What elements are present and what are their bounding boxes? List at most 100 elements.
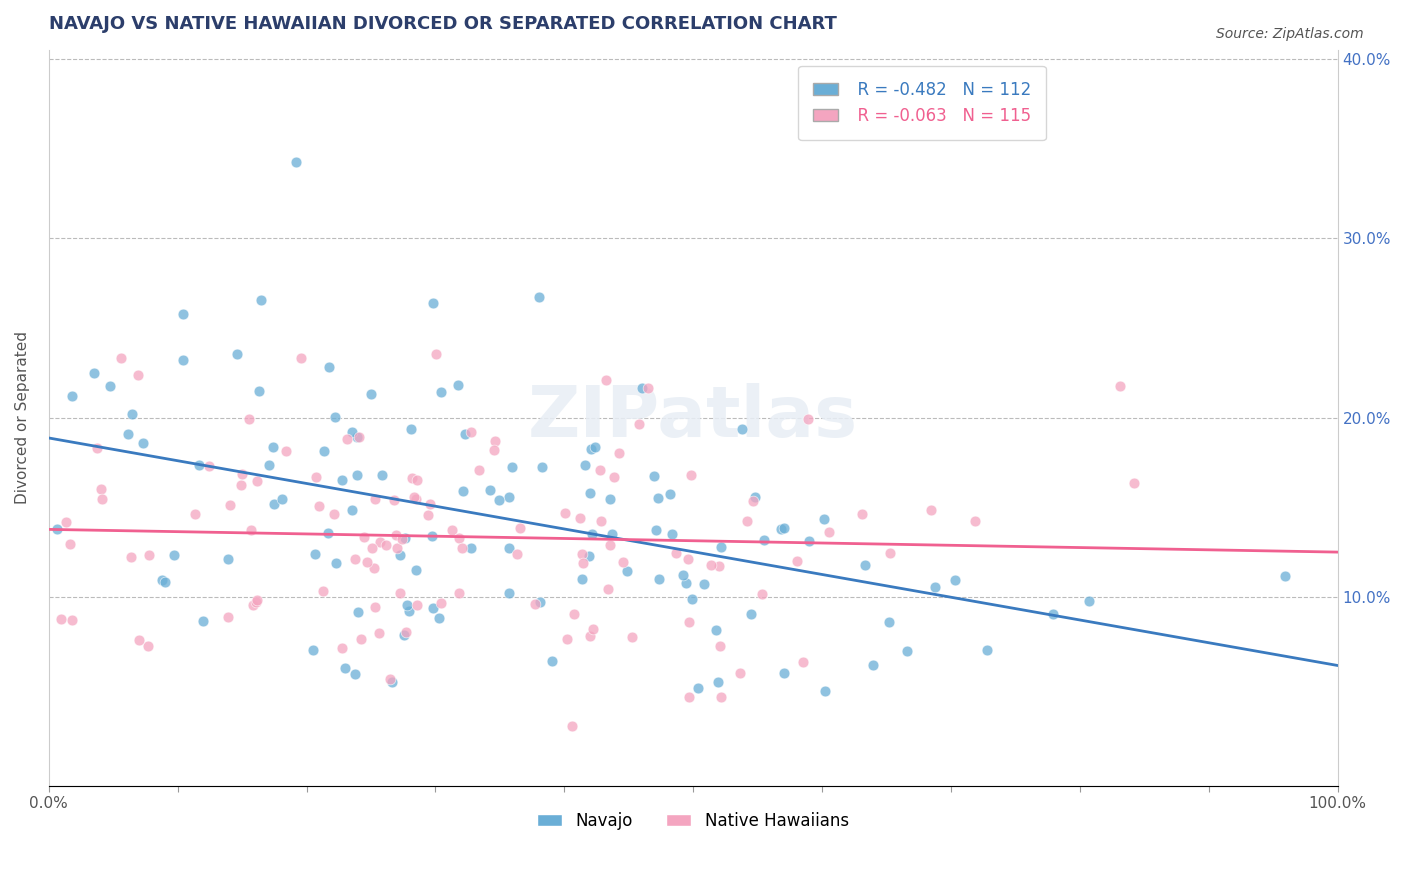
Point xyxy=(347,606,370,620)
Point xyxy=(385,541,408,556)
Point xyxy=(163,548,186,562)
Point xyxy=(60,614,83,628)
Point xyxy=(924,580,946,594)
Point xyxy=(226,347,249,361)
Point xyxy=(363,561,385,575)
Point xyxy=(877,615,900,630)
Point xyxy=(1108,378,1130,392)
Point xyxy=(305,470,328,484)
Point xyxy=(388,548,411,562)
Point xyxy=(49,612,72,626)
Point xyxy=(675,575,697,590)
Point xyxy=(630,381,652,395)
Point xyxy=(896,644,918,658)
Point xyxy=(976,642,998,657)
Point xyxy=(375,538,398,552)
Point xyxy=(312,583,335,598)
Point xyxy=(707,675,730,690)
Point xyxy=(330,473,353,487)
Legend: Navajo, Native Hawaiians: Navajo, Native Hawaiians xyxy=(531,805,856,837)
Point xyxy=(460,541,482,555)
Point xyxy=(572,556,595,570)
Point xyxy=(420,529,443,543)
Point xyxy=(582,622,605,636)
Text: Source: ZipAtlas.com: Source: ZipAtlas.com xyxy=(1216,27,1364,41)
Point xyxy=(132,436,155,450)
Point xyxy=(1123,476,1146,491)
Point xyxy=(110,351,132,366)
Point xyxy=(127,368,149,383)
Point xyxy=(599,491,621,506)
Point xyxy=(120,549,142,564)
Point xyxy=(509,521,531,535)
Point xyxy=(86,441,108,455)
Point xyxy=(308,500,330,514)
Point xyxy=(312,444,335,458)
Point xyxy=(627,417,650,432)
Point xyxy=(1042,607,1064,621)
Point xyxy=(527,290,550,304)
Point xyxy=(678,690,700,704)
Point xyxy=(797,534,820,549)
Point xyxy=(422,600,444,615)
Point xyxy=(879,546,901,560)
Point xyxy=(427,611,450,625)
Point xyxy=(416,508,439,522)
Point xyxy=(661,527,683,541)
Point xyxy=(318,360,340,375)
Point xyxy=(523,597,546,611)
Point xyxy=(589,514,612,528)
Point xyxy=(672,568,695,582)
Point xyxy=(217,552,239,566)
Point xyxy=(346,430,368,444)
Point xyxy=(360,541,382,556)
Point xyxy=(700,558,723,572)
Point xyxy=(318,526,340,541)
Point xyxy=(797,412,820,426)
Point xyxy=(488,493,510,508)
Point xyxy=(136,640,159,654)
Point xyxy=(786,553,808,567)
Point xyxy=(59,537,82,551)
Point xyxy=(659,487,682,501)
Point xyxy=(498,586,520,600)
Point xyxy=(607,446,630,460)
Point xyxy=(1078,593,1101,607)
Point xyxy=(571,547,593,561)
Point xyxy=(603,470,626,484)
Point xyxy=(405,563,427,577)
Point xyxy=(851,507,873,521)
Point xyxy=(710,540,733,554)
Point xyxy=(284,154,307,169)
Point xyxy=(396,599,419,613)
Point xyxy=(368,626,391,640)
Point xyxy=(555,632,578,646)
Point xyxy=(245,474,267,488)
Point xyxy=(740,607,762,621)
Point xyxy=(378,673,401,687)
Point xyxy=(479,483,502,497)
Point xyxy=(451,484,474,499)
Point xyxy=(501,459,523,474)
Point xyxy=(965,514,987,528)
Point xyxy=(583,440,606,454)
Y-axis label: Divorced or Separated: Divorced or Separated xyxy=(15,331,30,504)
Point xyxy=(735,515,758,529)
Point xyxy=(422,296,444,310)
Point xyxy=(706,624,728,638)
Point xyxy=(752,533,775,547)
Point xyxy=(231,467,253,482)
Point xyxy=(217,610,239,624)
Point xyxy=(290,351,312,365)
Point xyxy=(340,425,363,439)
Text: ZIPatlas: ZIPatlas xyxy=(529,384,858,452)
Point xyxy=(343,666,366,681)
Point xyxy=(276,443,298,458)
Point xyxy=(482,443,505,458)
Point xyxy=(578,549,600,563)
Point xyxy=(388,586,411,600)
Point xyxy=(242,598,264,612)
Point xyxy=(569,511,592,525)
Point xyxy=(744,491,766,505)
Point xyxy=(153,574,176,589)
